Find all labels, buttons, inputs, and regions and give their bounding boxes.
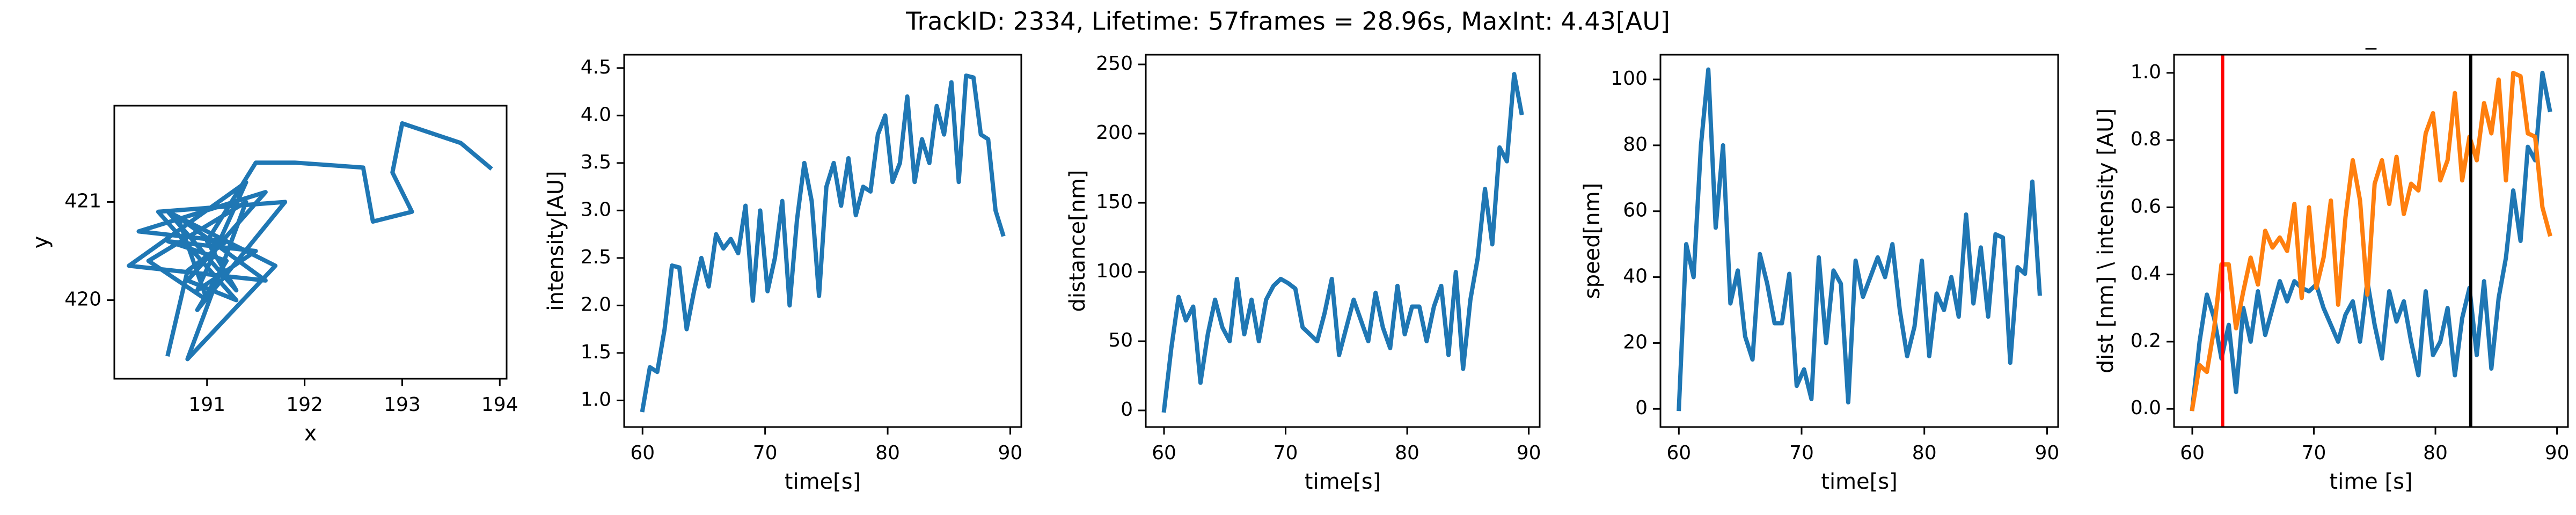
axes-frame <box>2173 54 2569 428</box>
plot-area <box>1677 67 2042 411</box>
y-tick-label: 100 <box>1611 68 1648 90</box>
y-axis-label: intensity[AU] <box>544 171 568 311</box>
y-tick-label: 150 <box>1096 191 1133 213</box>
x-tick-label: 60 <box>630 442 655 464</box>
x-tick-label: 90 <box>2545 442 2570 464</box>
x-tick-label: 80 <box>875 442 900 464</box>
data-line <box>640 73 1006 413</box>
axes-frame <box>1659 54 2059 428</box>
plot-area <box>640 73 1006 413</box>
data-line <box>1161 72 1524 413</box>
y-tick-label: 2.5 <box>581 246 611 268</box>
x-tick-label: 60 <box>1152 442 1176 464</box>
data-line <box>2190 70 2552 411</box>
x-tick-label: 70 <box>1274 442 1298 464</box>
y-axis-label: distance[nm] <box>1065 170 1090 312</box>
y-tick-label: 1.5 <box>581 341 611 363</box>
y-tick-label: 0 <box>1121 399 1133 421</box>
y-tick-label: 3.5 <box>581 151 611 173</box>
y-tick-label: 0 <box>1635 397 1648 419</box>
y-tick-label: 100 <box>1096 260 1133 282</box>
x-tick-label: 70 <box>753 442 778 464</box>
y-tick-label: 0.2 <box>2131 330 2161 352</box>
x-tick-label: 70 <box>1789 442 1814 464</box>
y-axis-label: y <box>28 236 53 249</box>
y-tick-label: 0.8 <box>2131 128 2161 150</box>
y-tick-label: 200 <box>1096 122 1133 144</box>
x-axis-label: x <box>304 421 317 446</box>
y-tick-label: 0.0 <box>2131 397 2161 419</box>
x-tick-label: 60 <box>1666 442 1691 464</box>
data-line <box>1677 67 2042 411</box>
x-tick-label: 193 <box>384 394 421 416</box>
plot-area <box>2190 70 2552 411</box>
x-tick-label: 80 <box>1912 442 1937 464</box>
y-tick-label: 0.4 <box>2131 263 2161 285</box>
axes-frame <box>623 54 1022 428</box>
y-tick-label: 420 <box>64 289 101 311</box>
x-tick-label: 80 <box>1395 442 1419 464</box>
axes-title: _ <box>2365 25 2377 50</box>
x-tick-label: 60 <box>2180 442 2205 464</box>
plot-area <box>127 121 493 362</box>
suptitle: TrackID: 2334, Lifetime: 57frames = 28.9… <box>905 7 1670 36</box>
y-axis-label: speed[nm] <box>1580 183 1605 299</box>
x-axis-label: time [s] <box>2329 469 2412 494</box>
data-line <box>2190 70 2552 411</box>
y-tick-label: 4.0 <box>581 104 611 126</box>
x-tick-label: 90 <box>1517 442 1541 464</box>
y-tick-label: 2.0 <box>581 293 611 315</box>
x-tick-label: 192 <box>286 394 323 416</box>
y-tick-label: 20 <box>1623 331 1648 353</box>
y-tick-label: 0.6 <box>2131 195 2161 217</box>
plot-area <box>1161 72 1524 413</box>
x-tick-label: 191 <box>188 394 225 416</box>
y-tick-label: 50 <box>1108 329 1133 351</box>
y-tick-label: 4.5 <box>581 56 611 78</box>
x-axis-label: time[s] <box>1305 469 1381 494</box>
x-tick-label: 90 <box>998 442 1023 464</box>
axes-frame <box>1145 54 1541 428</box>
x-axis-label: time[s] <box>785 469 861 494</box>
data-line <box>127 121 493 362</box>
y-tick-label: 80 <box>1623 134 1648 156</box>
x-tick-label: 80 <box>2423 442 2448 464</box>
x-tick-label: 70 <box>2302 442 2326 464</box>
axes-frame <box>113 105 508 380</box>
x-tick-label: 90 <box>2035 442 2060 464</box>
y-tick-label: 421 <box>64 190 101 212</box>
y-tick-label: 1.0 <box>581 388 611 410</box>
y-tick-label: 40 <box>1623 266 1648 288</box>
x-tick-label: 194 <box>481 394 518 416</box>
y-tick-label: 250 <box>1096 53 1133 75</box>
y-tick-label: 3.0 <box>581 198 611 220</box>
y-tick-label: 1.0 <box>2131 61 2161 83</box>
y-tick-label: 60 <box>1623 200 1648 222</box>
x-axis-label: time[s] <box>1821 469 1897 494</box>
y-axis-label: dist [nm] \ intensity [AU] <box>2094 108 2118 373</box>
